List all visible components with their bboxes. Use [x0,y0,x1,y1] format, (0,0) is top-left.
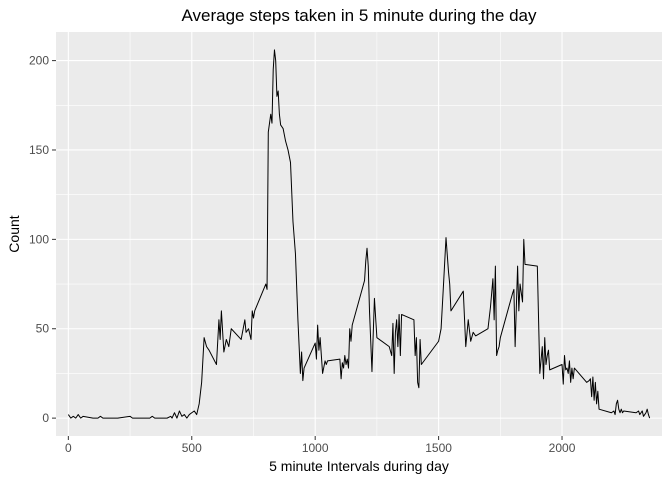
x-tick-label: 1500 [425,441,452,455]
chart-title: Average steps taken in 5 minute during t… [181,6,537,25]
x-tick-label: 0 [65,441,72,455]
x-axis: 0 500 1000 1500 2000 [65,436,576,455]
x-axis-title: 5 minute Intervals during day [269,458,449,474]
series-layer [67,49,651,419]
y-tick-label: 150 [29,143,49,157]
series-line-0 [67,49,651,419]
y-axis: 0 50 100 150 200 [29,54,56,425]
panel-background [56,32,662,436]
grid-major [56,32,662,436]
x-tick-label: 2000 [549,441,576,455]
y-tick-label: 200 [29,54,49,68]
x-tick-label: 500 [182,441,202,455]
y-tick-label: 100 [29,232,49,246]
y-tick-label: 50 [36,322,50,336]
grid-minor [56,32,662,436]
y-tick-label: 0 [42,411,49,425]
x-tick-label: 1000 [302,441,329,455]
y-axis-title: Count [6,215,22,252]
